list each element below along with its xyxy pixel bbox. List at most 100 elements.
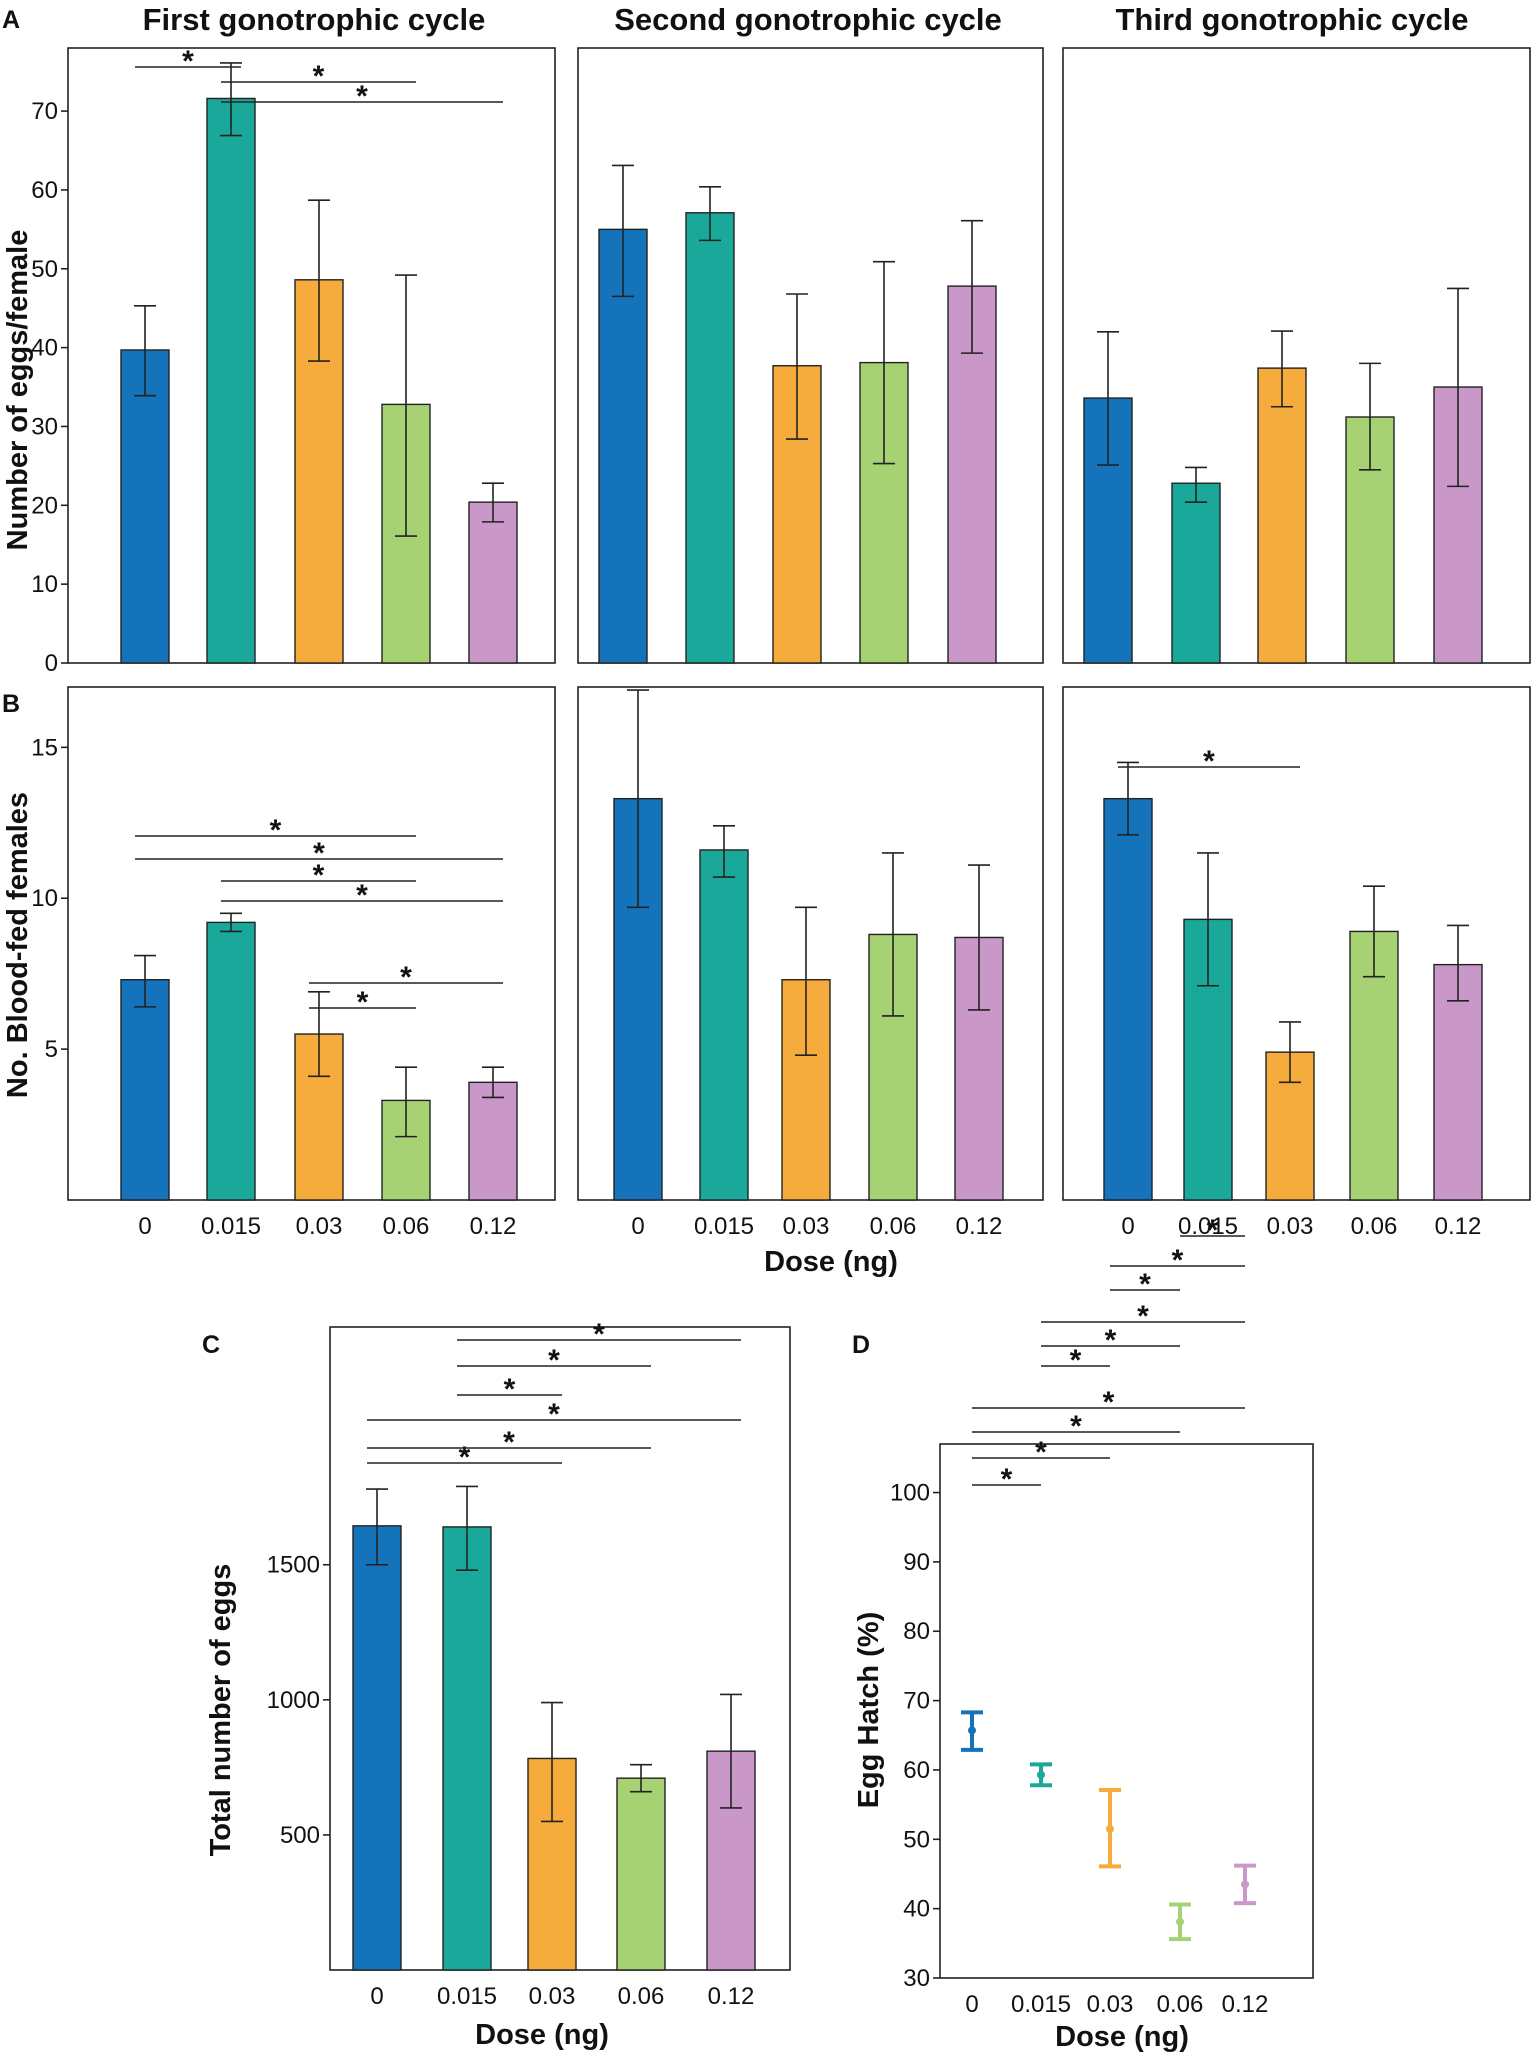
error-bar [699,185,721,242]
y-tick-label: 70 [31,98,58,125]
significance-star: * [1070,1410,1082,1443]
error-bar [968,864,990,1011]
error-bar [541,1701,563,1823]
significance-star: * [503,1426,515,1459]
panel-a2 [577,47,1044,664]
x-tick-label: 0.015 [1011,1991,1071,2018]
significance-star: * [504,1373,516,1406]
y-axis-label-egg-hatch: Egg Hatch (%) [853,1612,885,1809]
x-tick-label: 0.06 [870,1213,917,1240]
error-bar [395,274,417,537]
y-tick-label: 60 [31,177,58,204]
x-tick-label: 0.06 [383,1213,430,1240]
y-tick-label: 40 [31,335,58,362]
bar-0 [598,228,648,664]
panel-label-c: C [202,1331,220,1359]
error-bar [220,62,242,137]
bar-0 [120,349,170,664]
x-tick-label: 0.12 [1435,1213,1482,1240]
bar-0 [120,979,170,1201]
y-tick-label: 70 [903,1688,930,1715]
bar-0 [1103,797,1153,1201]
bar-0.015 [442,1526,492,1971]
x-tick-label: 0 [965,1991,978,2018]
significance-star: * [548,1398,560,1431]
error-bar [795,906,817,1056]
significance-star: * [1001,1463,1013,1496]
y-tick-label: 30 [31,413,58,440]
x-tick-label: 0.015 [201,1213,261,1240]
significance-star: * [1203,745,1215,778]
error-bar [220,912,242,933]
y-axis-label-total-eggs: Total number of eggs [205,1564,237,1857]
y-tick-label: 50 [31,256,58,283]
error-bar [456,1485,478,1571]
x-tick-label: 0.03 [1087,1991,1134,2018]
significance-star: * [1105,1324,1117,1357]
y-tick-label: 100 [890,1480,930,1507]
bar-0.015 [206,97,256,664]
panel-a1: 0 10 20 30 40 50 60 70 * * * [31,45,556,677]
panel-b2: 0 0.015 0.03 0.06 0.12 [577,686,1044,1240]
x-tick-label: 0.03 [529,1983,576,2010]
x-tick-label: 0.03 [1267,1213,1314,1240]
y-tick-label: 0 [45,650,58,677]
error-bar [1447,287,1469,488]
static-layer: First gonotrophic cycle Second gonotroph… [2,2,1469,2053]
point-0.12 [1241,1880,1249,1889]
significance-star: * [182,45,194,78]
x-tick-label: 0.03 [296,1213,343,1240]
y-axis-label-eggs-per-female: Number of eggs/female [2,230,34,551]
title-second-cycle: Second gonotrophic cycle [614,2,1002,37]
plot-frame [939,1443,1314,1979]
y-tick-label: 90 [903,1549,930,1576]
error-bar [612,164,634,298]
x-tick-label: 0 [370,1983,383,2010]
panels: 0 10 20 30 40 50 60 70 * * * 5 10 15 0 0.015 0.03 0.06 0.1… [31,45,1531,2018]
y-tick-label: 40 [903,1896,930,1923]
error-bar [627,689,649,909]
significance-star: * [1207,1214,1219,1247]
error-bar [1447,924,1469,1002]
panel-c: 500 1000 1500 0 0.015 0.03 0.06 0.12 * * * * * * [267,1318,791,2010]
significance-star: * [357,986,369,1019]
y-tick-label: 1500 [267,1552,320,1579]
point-0.03 [1106,1824,1114,1833]
error-bar [1197,852,1219,987]
significance-star: * [459,1441,471,1474]
x-axis-title-d: Dose (ng) [1055,2021,1189,2053]
significance-star: * [593,1318,605,1351]
error-bar [1185,466,1207,503]
x-tick-label: 0 [631,1213,644,1240]
significance-star: * [400,961,412,994]
significance-star: * [313,837,325,870]
significance-star: * [1035,1436,1047,1469]
x-tick-label: 0.12 [708,1983,755,2010]
bar-0.03 [294,279,344,664]
y-tick-label: 15 [31,734,58,761]
x-axis-title-ab: Dose (ng) [764,1246,898,1278]
error-bar [1363,885,1385,978]
title-third-cycle: Third gonotrophic cycle [1115,2,1468,37]
x-tick-label: 0.12 [470,1213,517,1240]
x-tick-label: 0.12 [1222,1991,1269,2018]
error-bar [395,1066,417,1138]
panel-label-a: A [2,6,20,34]
y-tick-label: 30 [903,1965,930,1992]
x-tick-label: 0.015 [437,1983,497,2010]
error-bar [630,1763,652,1793]
error-bar [308,199,330,362]
bar-0.03 [1257,367,1307,664]
x-tick-label: 0 [138,1213,151,1240]
significance-star: * [1070,1344,1082,1377]
y-tick-label: 50 [903,1826,930,1853]
bar-0.12 [468,501,518,664]
title-first-cycle: First gonotrophic cycle [143,2,486,37]
x-tick-label: 0.06 [1157,1991,1204,2018]
x-tick-label: 0 [1121,1213,1134,1240]
y-tick-label: 1000 [267,1687,320,1714]
bar-0.12 [1433,963,1483,1201]
x-tick-label: 0.06 [1351,1213,1398,1240]
